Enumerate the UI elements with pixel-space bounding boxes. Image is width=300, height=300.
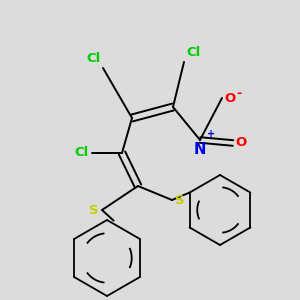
Text: O: O	[235, 136, 246, 149]
Text: Cl: Cl	[87, 52, 101, 65]
Text: N: N	[194, 142, 206, 157]
Text: +: +	[207, 129, 215, 139]
Text: Cl: Cl	[186, 46, 200, 59]
Text: -: -	[236, 86, 241, 100]
Text: O: O	[224, 92, 235, 104]
Text: S: S	[175, 194, 184, 208]
Text: S: S	[89, 205, 99, 218]
Text: Cl: Cl	[75, 146, 89, 160]
